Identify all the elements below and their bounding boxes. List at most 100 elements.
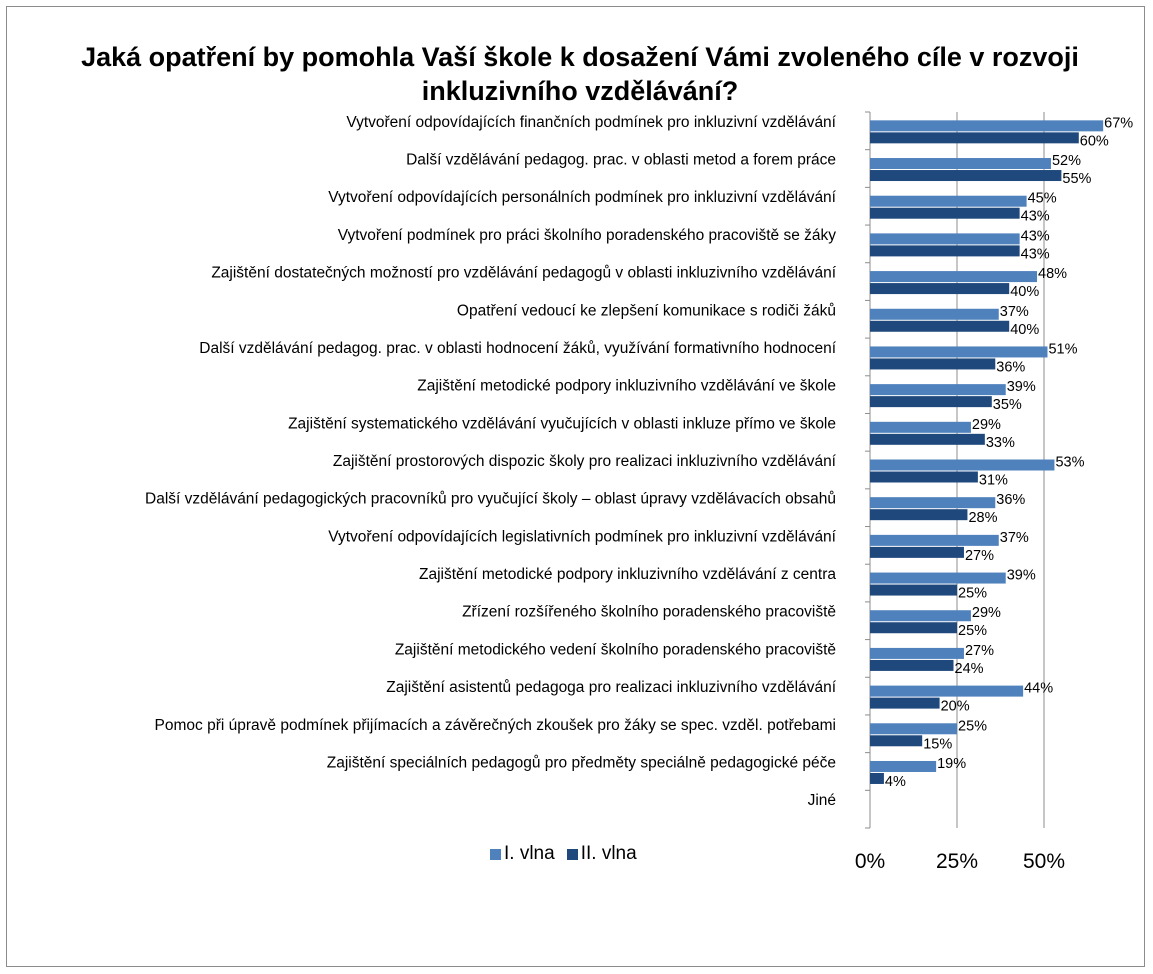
- bar-series-1-15: [870, 685, 1024, 697]
- data-label-series-1-5: 37%: [1000, 304, 1029, 320]
- category-label-2: Vytvoření odpovídajících personálních po…: [328, 189, 836, 206]
- data-label-series-1-10: 36%: [996, 492, 1025, 508]
- bar-series-1-2: [870, 195, 1027, 207]
- bar-series-2-4: [870, 283, 1010, 295]
- category-label-12: Zajištění metodické podpory inkluzivního…: [419, 566, 836, 583]
- bar-series-2-2: [870, 207, 1020, 219]
- data-label-series-2-9: 31%: [979, 473, 1008, 489]
- bar-series-2-7: [870, 396, 992, 408]
- bar-series-2-10: [870, 509, 968, 521]
- bar-series-1-16: [870, 723, 957, 735]
- data-label-series-1-8: 29%: [972, 417, 1001, 433]
- data-label-series-1-14: 27%: [965, 643, 994, 659]
- category-label-13: Zřízení rozšířeného školního poradenskéh…: [462, 604, 836, 621]
- data-label-series-2-12: 25%: [958, 586, 987, 602]
- legend-label-series-1: I. vlna: [504, 843, 555, 864]
- data-label-series-1-15: 44%: [1024, 681, 1053, 697]
- category-label-17: Zajištění speciálních pedagogů pro předm…: [327, 754, 836, 771]
- bar-series-1-10: [870, 497, 996, 509]
- data-label-series-1-17: 19%: [937, 756, 966, 772]
- category-label-5: Opatření vedoucí ke zlepšení komunikace …: [457, 302, 836, 319]
- data-label-series-2-7: 35%: [993, 397, 1022, 413]
- data-label-series-2-4: 40%: [1010, 284, 1039, 300]
- bar-series-2-1: [870, 170, 1062, 182]
- category-label-16: Pomoc při úpravě podmínek přijímacích a …: [155, 717, 836, 734]
- legend: I. vlna II. vlna: [490, 843, 649, 865]
- category-label-1: Další vzdělávání pedagog. prac. v oblast…: [406, 152, 836, 169]
- bar-series-1-11: [870, 534, 999, 546]
- bar-series-1-12: [870, 572, 1006, 584]
- data-label-series-1-0: 67%: [1104, 115, 1133, 131]
- data-label-series-2-14: 24%: [955, 661, 984, 677]
- category-label-14: Zajištění metodického vedení školního po…: [395, 641, 836, 658]
- bar-series-1-0: [870, 120, 1104, 132]
- data-label-series-2-1: 55%: [1062, 171, 1091, 187]
- bar-series-2-0: [870, 132, 1079, 144]
- data-label-series-1-4: 48%: [1038, 266, 1067, 282]
- data-label-series-2-2: 43%: [1021, 209, 1050, 225]
- bar-series-1-7: [870, 384, 1006, 396]
- data-label-series-2-5: 40%: [1010, 322, 1039, 338]
- bar-series-2-8: [870, 433, 985, 445]
- data-label-series-2-15: 20%: [941, 699, 970, 715]
- bar-series-2-12: [870, 584, 957, 596]
- bar-series-2-9: [870, 471, 978, 483]
- data-label-series-2-13: 25%: [958, 623, 987, 639]
- x-tick-label-0: 0%: [855, 850, 885, 873]
- data-label-series-1-11: 37%: [1000, 530, 1029, 546]
- legend-swatch-series-1: [490, 848, 501, 860]
- data-label-series-2-0: 60%: [1080, 133, 1109, 149]
- bar-series-1-13: [870, 610, 971, 622]
- data-label-series-2-16: 15%: [923, 736, 952, 752]
- bar-series-1-6: [870, 346, 1048, 358]
- x-tick-label-2: 50%: [1023, 850, 1065, 873]
- bar-series-2-11: [870, 546, 964, 558]
- bar-series-1-4: [870, 271, 1038, 283]
- bar-series-1-9: [870, 459, 1055, 471]
- category-label-3: Vytvoření podmínek pro práci školního po…: [338, 227, 837, 244]
- data-label-series-2-3: 43%: [1021, 246, 1050, 262]
- bar-series-1-17: [870, 760, 937, 772]
- data-label-series-1-2: 45%: [1028, 191, 1057, 207]
- bar-series-1-14: [870, 647, 964, 659]
- category-label-8: Zajištění systematického vzdělávání vyuč…: [288, 415, 836, 432]
- bar-series-1-5: [870, 308, 999, 320]
- bar-series-1-8: [870, 421, 971, 433]
- category-label-0: Vytvoření odpovídajících finančních podm…: [346, 114, 836, 131]
- category-label-9: Zajištění prostorových dispozic školy pr…: [333, 453, 837, 470]
- bar-series-2-13: [870, 622, 957, 634]
- data-label-series-2-17: 4%: [885, 774, 906, 790]
- data-label-series-1-16: 25%: [958, 718, 987, 734]
- data-label-series-1-13: 29%: [972, 605, 1001, 621]
- bar-series-2-15: [870, 697, 940, 709]
- bar-series-2-6: [870, 358, 996, 370]
- data-label-series-1-12: 39%: [1007, 568, 1036, 584]
- bar-series-1-3: [870, 233, 1020, 245]
- bar-series-2-3: [870, 245, 1020, 257]
- legend-swatch-series-2: [566, 848, 578, 860]
- category-label-7: Zajištění metodické podpory inkluzivního…: [417, 378, 836, 395]
- category-label-6: Další vzdělávání pedagog. prac. v oblast…: [199, 340, 836, 357]
- data-label-series-2-11: 27%: [965, 548, 994, 564]
- bar-series-1-1: [870, 158, 1051, 170]
- category-label-4: Zajištění dostatečných možností pro vzdě…: [211, 265, 836, 282]
- data-label-series-2-8: 33%: [986, 435, 1015, 451]
- bar-series-2-17: [870, 772, 884, 784]
- data-label-series-1-1: 52%: [1052, 153, 1081, 169]
- category-label-18: Jiné: [808, 792, 836, 809]
- data-label-series-1-6: 51%: [1048, 341, 1077, 357]
- data-label-series-2-6: 36%: [996, 359, 1025, 375]
- bar-series-2-16: [870, 735, 923, 747]
- legend-label-series-2: II. vlna: [580, 843, 637, 864]
- category-label-11: Vytvoření odpovídajících legislativních …: [328, 528, 836, 545]
- bar-series-2-14: [870, 659, 954, 671]
- data-label-series-2-10: 28%: [968, 510, 997, 526]
- category-label-15: Zajištění asistentů pedagoga pro realiza…: [386, 679, 836, 696]
- chart-title: Jaká opatření by pomohla Vaší škole k do…: [81, 42, 1079, 106]
- legend-item-series-1: I. vlna: [490, 843, 555, 865]
- legend-item-series-2: II. vlna: [566, 843, 637, 865]
- x-tick-label-1: 25%: [936, 850, 978, 873]
- data-label-series-1-7: 39%: [1007, 379, 1036, 395]
- data-label-series-1-3: 43%: [1021, 228, 1050, 244]
